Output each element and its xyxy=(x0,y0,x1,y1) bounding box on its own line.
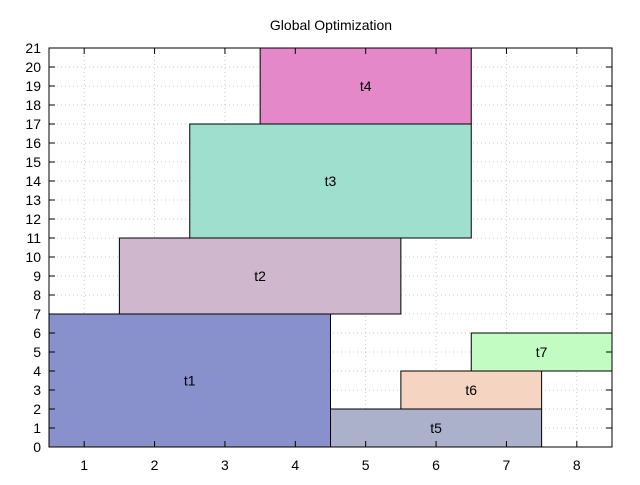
y-tick-label: 0 xyxy=(33,439,41,455)
task-label-t5: t5 xyxy=(430,420,442,436)
x-tick-label: 2 xyxy=(151,457,159,473)
x-tick-label: 5 xyxy=(362,457,370,473)
task-bar-t2 xyxy=(118,237,402,315)
task-bar-t3 xyxy=(189,123,472,239)
x-tick-labels: 1 2 3 4 5 6 7 8 xyxy=(80,457,581,473)
y-tick-label: 1 xyxy=(33,420,41,436)
task-bar-t4 xyxy=(259,47,472,125)
chart-title: Global Optimization xyxy=(270,17,392,33)
y-tick-label: 8 xyxy=(33,287,41,303)
y-tick-label: 2 xyxy=(33,401,41,417)
plot-frame xyxy=(48,47,613,448)
y-tick-label: 20 xyxy=(25,59,41,75)
task-bar-t1 xyxy=(48,313,331,448)
y-tick-label: 17 xyxy=(25,116,41,132)
x-tick-label: 3 xyxy=(221,457,229,473)
task-label-t6: t6 xyxy=(465,382,477,398)
y-tick-label: 19 xyxy=(25,78,41,94)
y-tick-label: 9 xyxy=(33,268,41,284)
task-bar-t7 xyxy=(470,332,613,372)
y-tick-label: 7 xyxy=(33,306,41,322)
x-tick-label: 8 xyxy=(573,457,581,473)
x-tick-label: 7 xyxy=(503,457,511,473)
x-tick-label: 1 xyxy=(80,457,88,473)
y-tick-label: 6 xyxy=(33,325,41,341)
x-tick-label: 6 xyxy=(432,457,440,473)
y-tick-label: 5 xyxy=(33,344,41,360)
y-tick-label: 18 xyxy=(25,97,41,113)
y-tick-label: 15 xyxy=(25,154,41,170)
task-bar-t5 xyxy=(330,408,543,448)
task-bar-t6 xyxy=(400,370,543,410)
y-tick-label: 14 xyxy=(25,173,41,189)
task-label-t3: t3 xyxy=(325,173,337,189)
ticks-layer xyxy=(49,47,612,448)
y-tick-label: 13 xyxy=(25,192,41,208)
y-tick-label: 4 xyxy=(33,363,41,379)
y-tick-label: 10 xyxy=(25,249,41,265)
x-tick-label: 4 xyxy=(291,457,299,473)
y-tick-label: 12 xyxy=(25,211,41,227)
task-label-t4: t4 xyxy=(360,78,372,94)
bar-labels-layer: t1 t2 t3 t4 t5 t6 t7 xyxy=(184,78,548,436)
y-tick-label: 11 xyxy=(26,230,41,246)
y-tick-label: 16 xyxy=(25,135,41,151)
task-label-t1: t1 xyxy=(184,373,196,389)
task-label-t7: t7 xyxy=(536,344,548,360)
y-tick-label: 3 xyxy=(33,382,41,398)
bars-layer xyxy=(48,47,613,448)
y-tick-label: 21 xyxy=(25,40,41,56)
task-label-t2: t2 xyxy=(254,268,266,284)
